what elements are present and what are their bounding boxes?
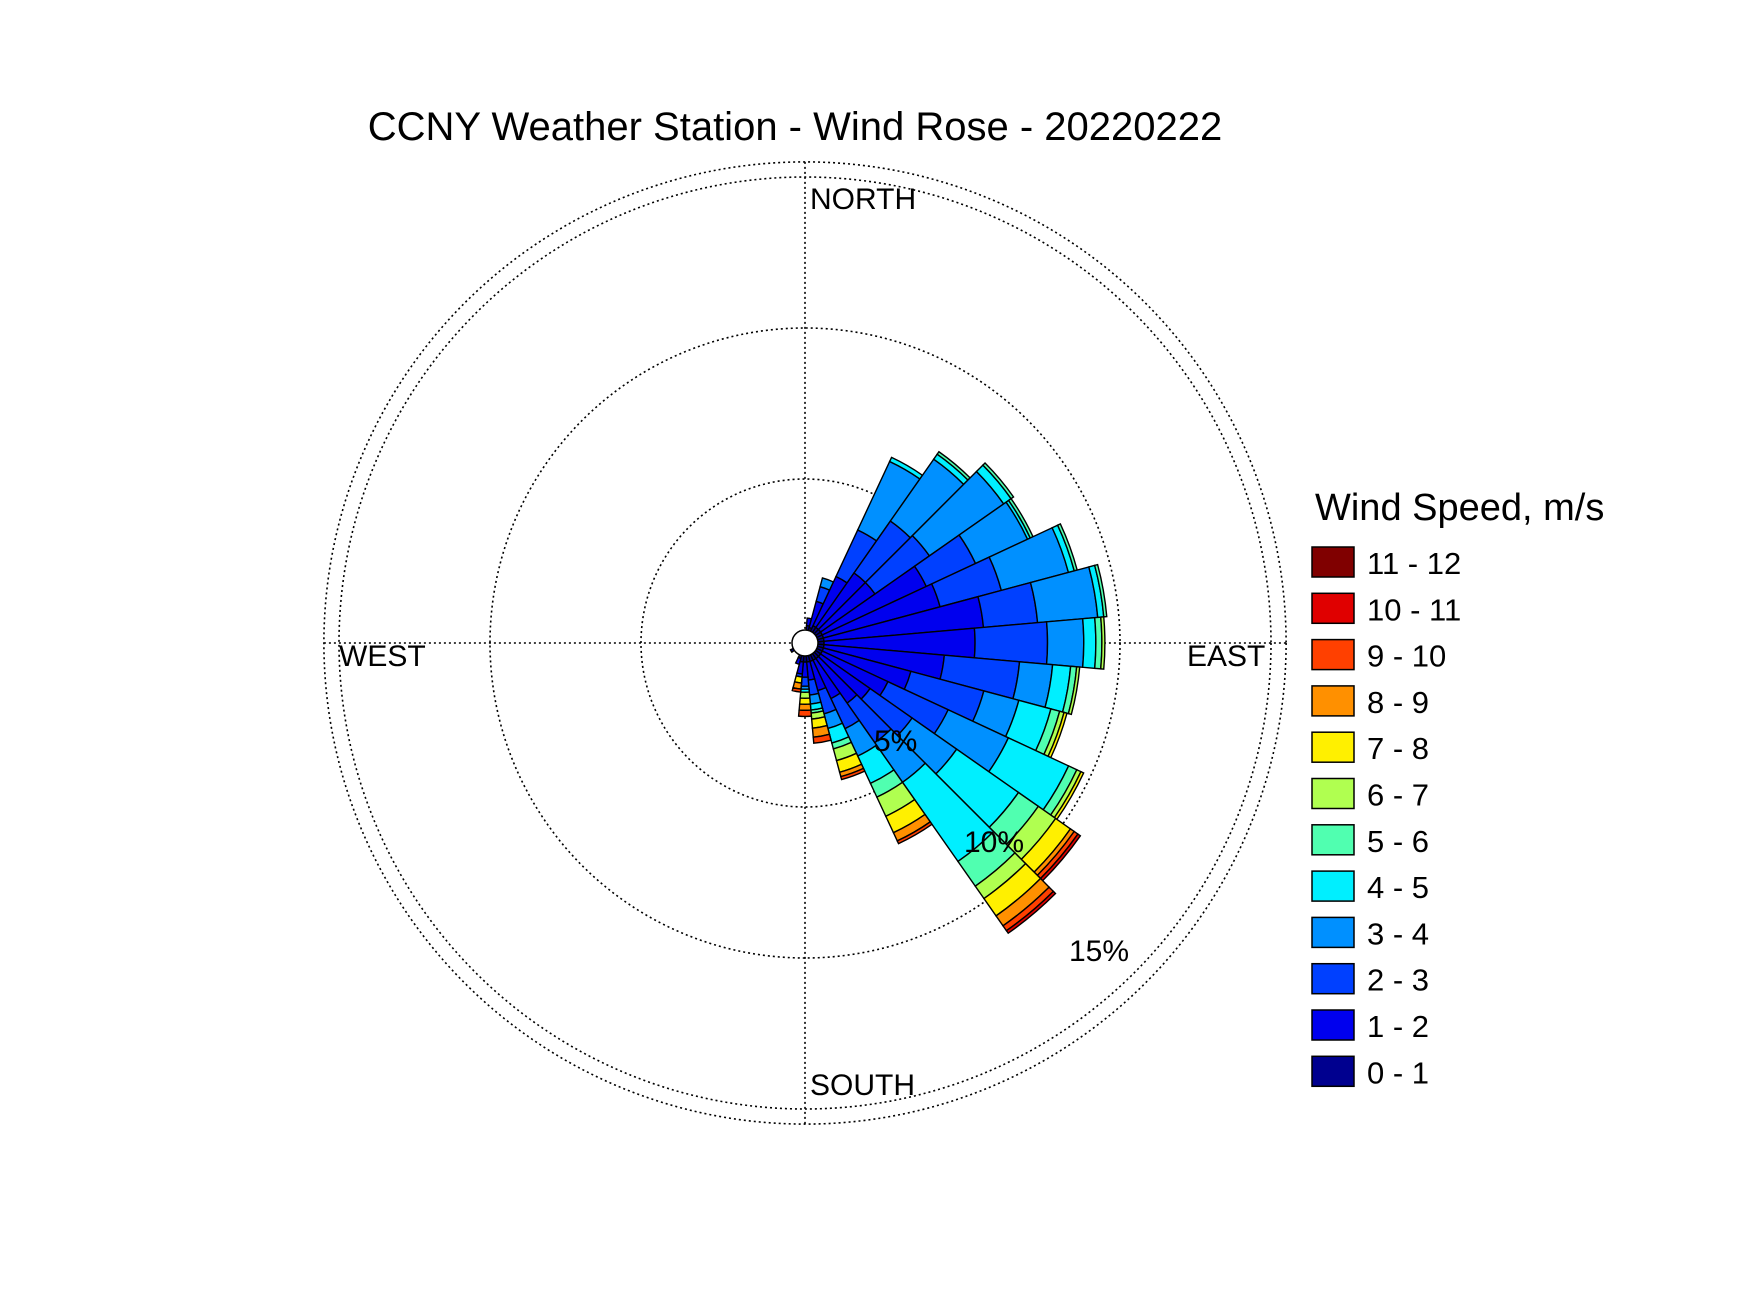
wedge-90-bin-2 <box>973 621 1049 665</box>
wedge-80-bin-5 <box>1093 563 1108 618</box>
wedge-140-bin-10 <box>1005 890 1057 935</box>
legend-label-8: 8 - 9 <box>1367 685 1429 720</box>
polar-grid-overlay <box>791 629 819 657</box>
direction-label-west: WEST <box>339 640 426 673</box>
ring-label-5: 5% <box>874 725 917 758</box>
legend-swatch-7 <box>1311 731 1355 763</box>
wedge-50-bin-5 <box>981 461 1015 500</box>
legend-swatch-10 <box>1311 592 1355 625</box>
center-hole <box>791 629 819 657</box>
wedge-90-bin-4 <box>1081 616 1097 670</box>
legend-swatch-3 <box>1311 916 1355 949</box>
legend-label-6: 6 - 7 <box>1367 778 1429 813</box>
wedge-150-bin-9 <box>896 820 933 845</box>
legend-label-7: 7 - 8 <box>1367 731 1429 766</box>
legend-swatch-2 <box>1311 962 1355 995</box>
direction-label-east: EAST <box>1187 640 1265 673</box>
direction-label-south: SOUTH <box>810 1069 915 1102</box>
chart-title: CCNY Weather Station - Wind Rose - 20220… <box>368 105 1223 149</box>
legend-title: Wind Speed, m/s <box>1315 487 1604 529</box>
wedge-160-bin-9 <box>839 767 866 781</box>
ring-label-10: 10% <box>964 826 1024 859</box>
wedge-180-bin-9 <box>797 709 813 718</box>
direction-label-north: NORTH <box>810 183 916 216</box>
legend-swatch-0 <box>1311 1055 1355 1088</box>
legend-swatch-4 <box>1311 870 1355 902</box>
legend-swatch-8 <box>1311 685 1355 717</box>
legend-label-9: 9 - 10 <box>1367 639 1446 674</box>
polar-grid <box>323 161 1287 1125</box>
legend: 11 - 12 10 - 11 9 - 10 8 - 9 7 - 8 6 - 7 5 - 6… <box>1311 546 1461 1090</box>
legend-label-5: 5 - 6 <box>1367 824 1429 859</box>
wedge-180-bin-8 <box>798 703 812 712</box>
legend-label-2: 2 - 3 <box>1367 963 1429 998</box>
legend-swatch-5 <box>1311 824 1355 856</box>
wedge-100-bin-6 <box>1067 666 1081 716</box>
legend-swatch-11 <box>1311 546 1355 578</box>
wedge-190-bin-9 <box>791 686 802 693</box>
wedge-90-bin-6 <box>1099 616 1106 670</box>
legend-label-10: 10 - 11 <box>1367 592 1461 627</box>
legend-swatch-9 <box>1311 638 1355 671</box>
wedge-180-bin-7 <box>798 697 812 706</box>
legend-label-1: 1 - 2 <box>1367 1009 1429 1044</box>
legend-label-0: 0 - 1 <box>1367 1055 1429 1090</box>
legend-swatch-6 <box>1311 777 1355 810</box>
wedge-200-bin-1 <box>794 656 802 666</box>
wedge-180-bin-6 <box>799 691 811 699</box>
ring-label-15: 15% <box>1069 935 1129 968</box>
wedge-90-bin-3 <box>1045 617 1085 669</box>
wedge-170-bin-9 <box>812 733 832 744</box>
legend-label-4: 4 - 5 <box>1367 870 1429 905</box>
wind-rose-wedges <box>789 450 1108 935</box>
legend-swatch-1 <box>1311 1009 1355 1041</box>
legend-label-3: 3 - 4 <box>1367 916 1429 951</box>
legend-label-11: 11 - 12 <box>1367 546 1461 581</box>
